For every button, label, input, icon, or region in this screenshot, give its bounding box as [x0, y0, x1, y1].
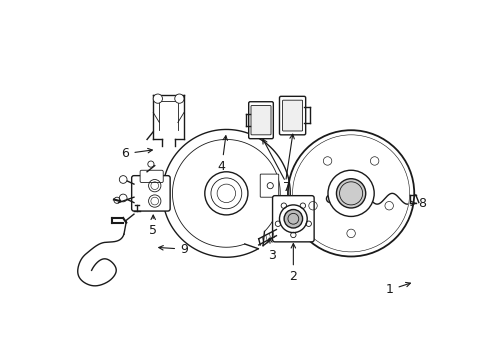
Text: 9: 9 — [159, 243, 187, 256]
FancyBboxPatch shape — [272, 195, 313, 242]
Text: 1: 1 — [385, 283, 409, 296]
Circle shape — [279, 205, 306, 233]
Text: 3: 3 — [267, 238, 275, 262]
Text: 2: 2 — [289, 244, 297, 283]
FancyBboxPatch shape — [248, 102, 273, 139]
Circle shape — [287, 130, 413, 256]
Circle shape — [204, 172, 247, 215]
Text: 7: 7 — [283, 181, 290, 194]
FancyBboxPatch shape — [260, 174, 278, 197]
Text: 5: 5 — [149, 215, 157, 237]
FancyBboxPatch shape — [131, 176, 170, 211]
Text: 6: 6 — [122, 147, 152, 160]
FancyBboxPatch shape — [250, 105, 270, 135]
Text: 4: 4 — [217, 136, 227, 173]
FancyBboxPatch shape — [279, 96, 305, 135]
Text: 8: 8 — [417, 197, 425, 210]
Circle shape — [147, 161, 154, 167]
Circle shape — [284, 210, 302, 228]
Circle shape — [119, 176, 127, 183]
Circle shape — [153, 94, 162, 103]
Circle shape — [174, 94, 183, 103]
FancyBboxPatch shape — [282, 100, 302, 131]
Circle shape — [336, 179, 365, 208]
Circle shape — [326, 195, 333, 203]
Circle shape — [119, 194, 127, 202]
FancyBboxPatch shape — [140, 170, 163, 183]
Circle shape — [327, 170, 373, 216]
